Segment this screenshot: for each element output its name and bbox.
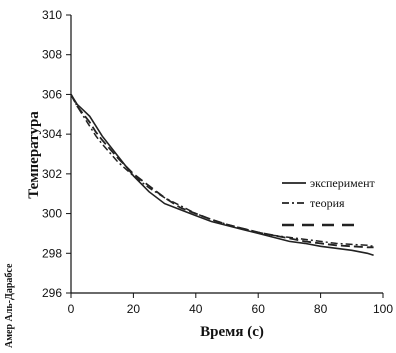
- y-tick-label: 298: [42, 246, 62, 260]
- series-line-3: [70, 93, 374, 249]
- y-tick-label: 300: [42, 207, 62, 221]
- x-tick-label: 80: [314, 302, 328, 316]
- legend-label-1: эксперимент: [310, 176, 376, 190]
- series-layer: [70, 93, 374, 257]
- x-tick-label: 20: [127, 302, 141, 316]
- x-tick-label: 40: [189, 302, 203, 316]
- y-tick-label: 304: [42, 127, 62, 141]
- axes: 296 298 300 302 304 306 308 310 0 20 40 60 80 100: [42, 8, 393, 316]
- y-tick-label: 310: [42, 8, 62, 22]
- y-tick-label: 306: [42, 87, 62, 101]
- x-tick-label: 100: [373, 302, 393, 316]
- legend: эксперимент теория: [282, 176, 376, 227]
- x-tick-label: 0: [68, 302, 75, 316]
- y-tick-label: 296: [42, 286, 62, 300]
- series-line-1: [70, 93, 374, 257]
- y-axis-label: Температура: [26, 111, 42, 199]
- legend-label-2: теория: [310, 196, 345, 210]
- author-note: Амер Аль-Дарабсе: [4, 263, 15, 348]
- x-axis-label: Время (с): [200, 324, 264, 340]
- x-tick-label: 60: [252, 302, 266, 316]
- y-tick-label: 302: [42, 167, 62, 181]
- y-tick-label: 308: [42, 48, 62, 62]
